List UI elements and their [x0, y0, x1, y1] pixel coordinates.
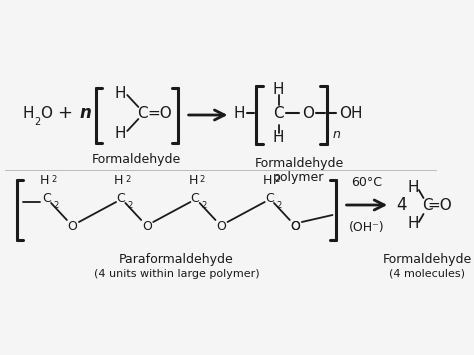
- Text: H: H: [263, 174, 272, 186]
- Text: H: H: [189, 174, 198, 186]
- Text: +: +: [57, 104, 73, 122]
- Text: O: O: [67, 219, 77, 233]
- Text: n: n: [332, 129, 340, 142]
- Text: O: O: [40, 105, 53, 120]
- Text: H: H: [114, 174, 124, 186]
- Text: Formaldehyde: Formaldehyde: [92, 153, 181, 166]
- Text: 2: 2: [202, 201, 207, 209]
- Text: C: C: [265, 191, 273, 204]
- Text: polymer: polymer: [273, 170, 325, 184]
- Text: O: O: [302, 105, 314, 120]
- Text: =O: =O: [428, 197, 453, 213]
- Text: 2: 2: [34, 117, 40, 127]
- Text: H: H: [22, 105, 34, 120]
- Text: (4 units within large polymer): (4 units within large polymer): [94, 269, 259, 279]
- Text: 2: 2: [128, 201, 133, 209]
- Text: H: H: [115, 86, 127, 100]
- Text: O: O: [291, 219, 300, 233]
- Text: C: C: [422, 197, 433, 213]
- Text: 2: 2: [53, 201, 58, 209]
- Text: Formaldehyde: Formaldehyde: [383, 253, 472, 267]
- Text: (4 molecules): (4 molecules): [389, 269, 465, 279]
- Text: n: n: [80, 104, 91, 122]
- Text: 2: 2: [276, 201, 281, 209]
- Text: 2: 2: [126, 175, 131, 185]
- Text: =O: =O: [147, 105, 172, 120]
- Text: 60°C: 60°C: [351, 175, 383, 189]
- Text: 2: 2: [200, 175, 205, 185]
- Text: 2: 2: [274, 175, 279, 185]
- Text: H: H: [408, 217, 419, 231]
- Text: Paraformaldehyde: Paraformaldehyde: [119, 253, 234, 267]
- Text: C: C: [137, 105, 147, 120]
- Text: C: C: [42, 191, 51, 204]
- Text: H: H: [115, 126, 127, 141]
- Text: C: C: [191, 191, 200, 204]
- Text: Formaldehyde: Formaldehyde: [255, 157, 344, 169]
- Text: O: O: [142, 219, 152, 233]
- Text: C: C: [273, 105, 284, 120]
- Text: (OH⁻): (OH⁻): [349, 222, 385, 235]
- Text: H: H: [408, 180, 419, 196]
- Text: H: H: [40, 174, 49, 186]
- Text: H: H: [234, 105, 246, 120]
- Text: C: C: [116, 191, 125, 204]
- Text: H: H: [273, 130, 284, 144]
- Text: OH: OH: [339, 105, 363, 120]
- Text: H: H: [273, 82, 284, 97]
- Text: O: O: [216, 219, 226, 233]
- Text: 4: 4: [396, 196, 407, 214]
- Text: O: O: [291, 219, 300, 233]
- Text: 2: 2: [51, 175, 56, 185]
